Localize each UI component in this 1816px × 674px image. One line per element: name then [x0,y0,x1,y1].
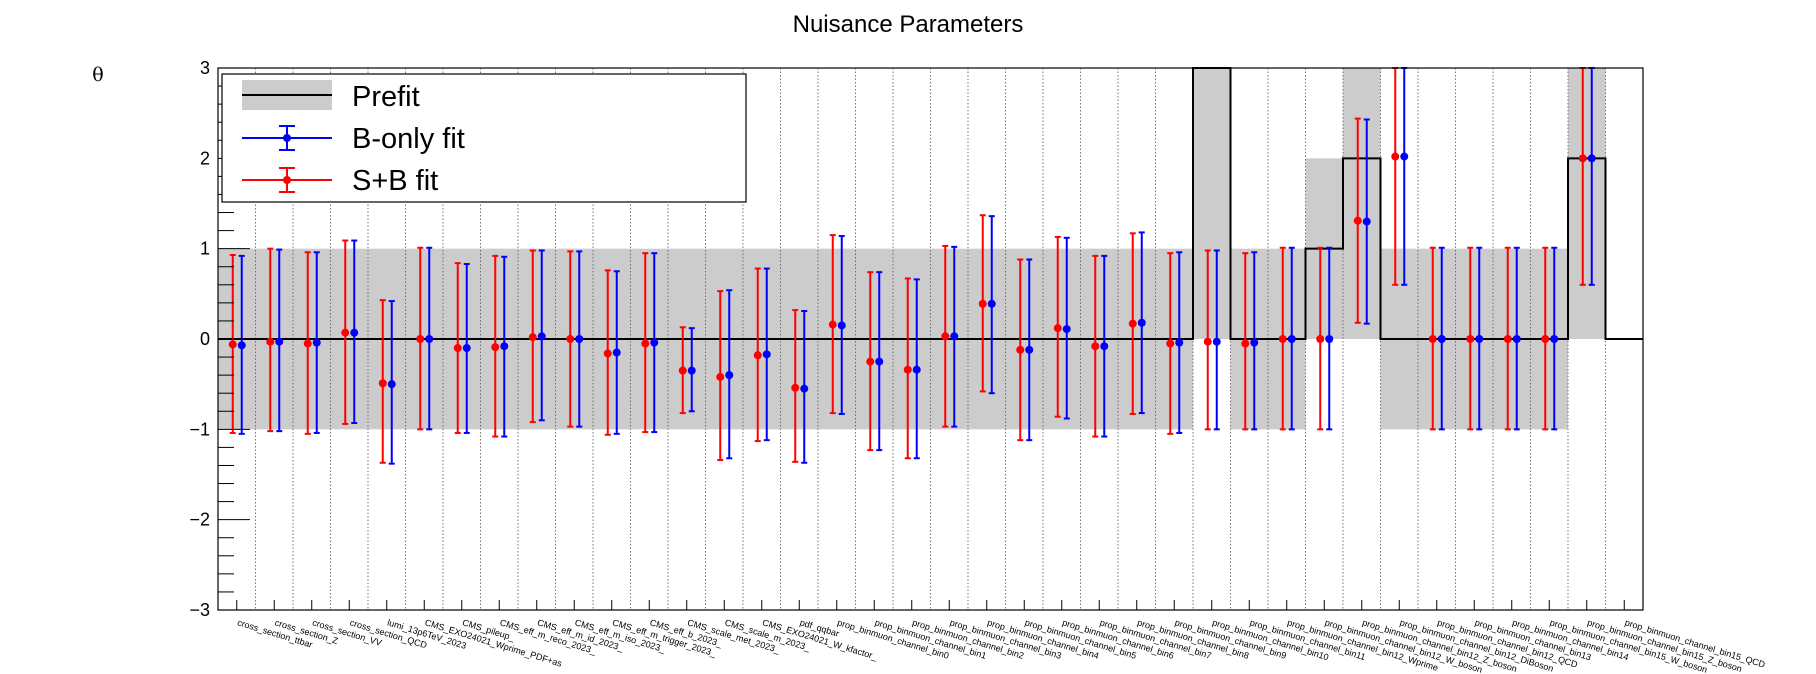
y-tick-label: 0 [200,329,210,349]
b-only-point [800,384,809,393]
b-only-point [500,342,509,351]
s-plus-b-point [1391,152,1400,161]
y-tick-label: −2 [189,510,210,530]
s-plus-b-point [1541,335,1550,343]
s-plus-b-point [1428,335,1437,343]
s-plus-b-point [1578,154,1587,163]
b-only-point [1475,335,1484,343]
prefit-band [1568,68,1606,339]
s-plus-b-point [903,365,912,374]
s-plus-b-point [341,328,350,337]
y-tick-label: −3 [189,600,210,620]
s-plus-b-point [791,383,800,392]
s-plus-b-point [303,339,312,348]
s-plus-b-point [378,379,387,388]
b-only-point [1400,152,1409,161]
s-plus-b-point [416,335,425,343]
b-only-point [950,332,959,341]
b-only-point [1587,154,1596,163]
s-plus-b-point [491,343,500,352]
b-only-point [575,335,584,343]
b-only-point [762,350,771,359]
b-only-point [1025,345,1034,354]
b-only-point [1250,338,1259,347]
s-plus-b-point [1128,319,1137,328]
prefit-band [1193,68,1231,339]
b-only-point [1362,217,1371,226]
s-plus-b-point [566,335,575,343]
b-only-point [650,338,659,347]
b-only-point [987,299,996,308]
s-plus-b-point [978,299,987,308]
b-only-point [1062,325,1071,334]
b-only-point [237,341,246,350]
b-only-point [912,365,921,374]
s-plus-b-point [228,340,237,349]
b-only-point [1325,335,1334,343]
s-plus-b-point [1016,345,1025,354]
b-only-point [687,366,696,375]
b-only-point [1287,335,1296,343]
y-tick-label: 1 [200,239,210,259]
s-plus-b-point [753,351,762,360]
s-plus-b-point [1353,216,1362,225]
y-tick-label: −1 [189,419,210,439]
b-only-point [1550,335,1559,343]
s-plus-b-point [1316,335,1325,343]
b-only-point [725,371,734,380]
s-plus-b-point [1166,339,1175,348]
b-only-point [1175,338,1184,347]
legend-entry-prefit: Prefit [242,80,420,113]
b-only-point [462,344,471,353]
prefit-band [1343,68,1381,339]
legend-s-plus-b-marker [283,176,291,184]
b-only-point [1437,335,1446,343]
b-only-point [1137,318,1146,327]
chart-title: Nuisance Parameters [793,11,1024,38]
b-only-point [1512,335,1521,343]
s-plus-b-point [453,344,462,353]
b-only-point [537,332,546,341]
s-plus-b-point [866,357,875,366]
s-plus-b-point [266,337,275,346]
s-plus-b-point [678,366,687,375]
s-plus-b-point [941,332,950,341]
s-plus-b-point [1466,335,1475,343]
b-only-point [425,335,434,343]
s-plus-b-point [1053,324,1062,333]
legend: Prefit B-only fit S+B fit [221,73,747,203]
b-only-point [275,337,284,346]
legend-label-s-plus-b: S+B fit [352,165,438,197]
b-only-point [612,348,621,357]
s-plus-b-point [1203,337,1212,346]
legend-entry-s-plus-b: S+B fit [242,165,438,197]
plot-area: −3−2−10123cross_section_ttbarcross_secti… [189,58,1766,674]
b-only-point [1100,342,1109,351]
legend-b-only-marker [283,134,291,142]
s-plus-b-point [716,372,725,381]
legend-entry-b-only: B-only fit [242,123,465,155]
s-plus-b-point [1241,339,1250,348]
y-tick-label: 2 [200,148,210,168]
y-tick-label: 3 [200,58,210,78]
b-only-point [1212,337,1221,346]
b-only-point [350,328,359,337]
s-plus-b-point [1503,335,1512,343]
legend-label-prefit: Prefit [352,81,420,113]
b-only-point [312,338,321,347]
b-only-point [387,380,396,389]
s-plus-b-point [1278,335,1287,343]
s-plus-b-point [641,339,650,348]
y-axis-label: θ [92,64,103,86]
s-plus-b-point [528,333,537,342]
s-plus-b-point [828,320,837,329]
b-only-point [837,321,846,330]
s-plus-b-point [1091,342,1100,351]
s-plus-b-point [603,349,612,358]
b-only-point [875,357,884,366]
legend-label-b-only: B-only fit [352,123,465,155]
